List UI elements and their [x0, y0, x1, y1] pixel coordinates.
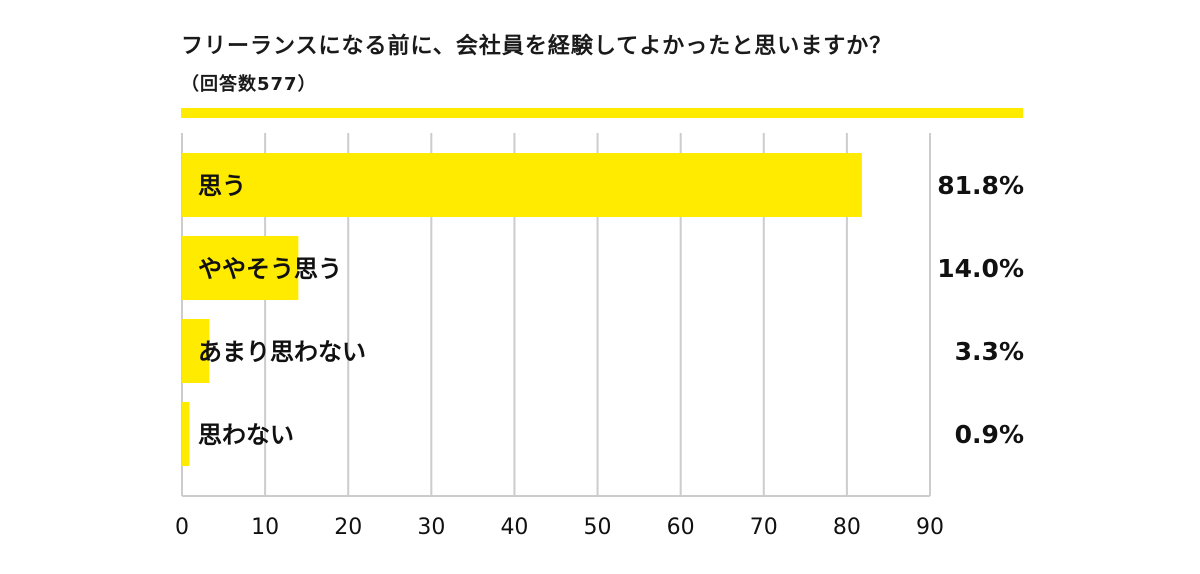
chart-subtitle: （回答数577） [181, 74, 317, 95]
category-label-1: ややそう思う [198, 255, 342, 283]
tick-label-70: 70 [750, 515, 778, 540]
tick-label-0: 0 [175, 515, 189, 540]
tick-label-30: 30 [417, 515, 445, 540]
tick-label-60: 60 [667, 515, 695, 540]
bar-2 [182, 319, 210, 383]
chart-title: フリーランスになる前に、会社員を経験してよかったと思いますか？ [181, 34, 893, 59]
tick-label-50: 50 [584, 515, 612, 540]
tick-label-90: 90 [916, 515, 944, 540]
value-label-0: 81.8% [937, 171, 1024, 200]
tick-label-10: 10 [251, 515, 279, 540]
category-label-0: 思う [198, 172, 246, 200]
bar-3 [182, 402, 190, 466]
bar-1 [182, 236, 299, 300]
value-label-3: 0.9% [955, 420, 1024, 449]
value-label-1: 14.0% [937, 254, 1024, 283]
value-label-2: 3.3% [955, 337, 1024, 366]
bar-0 [182, 153, 862, 217]
tick-label-40: 40 [500, 515, 528, 540]
category-label-3: 思わない [198, 421, 294, 449]
tick-label-80: 80 [833, 515, 861, 540]
category-label-2: あまり思わない [198, 338, 366, 366]
title-underline [181, 108, 1023, 118]
tick-label-20: 20 [334, 515, 362, 540]
